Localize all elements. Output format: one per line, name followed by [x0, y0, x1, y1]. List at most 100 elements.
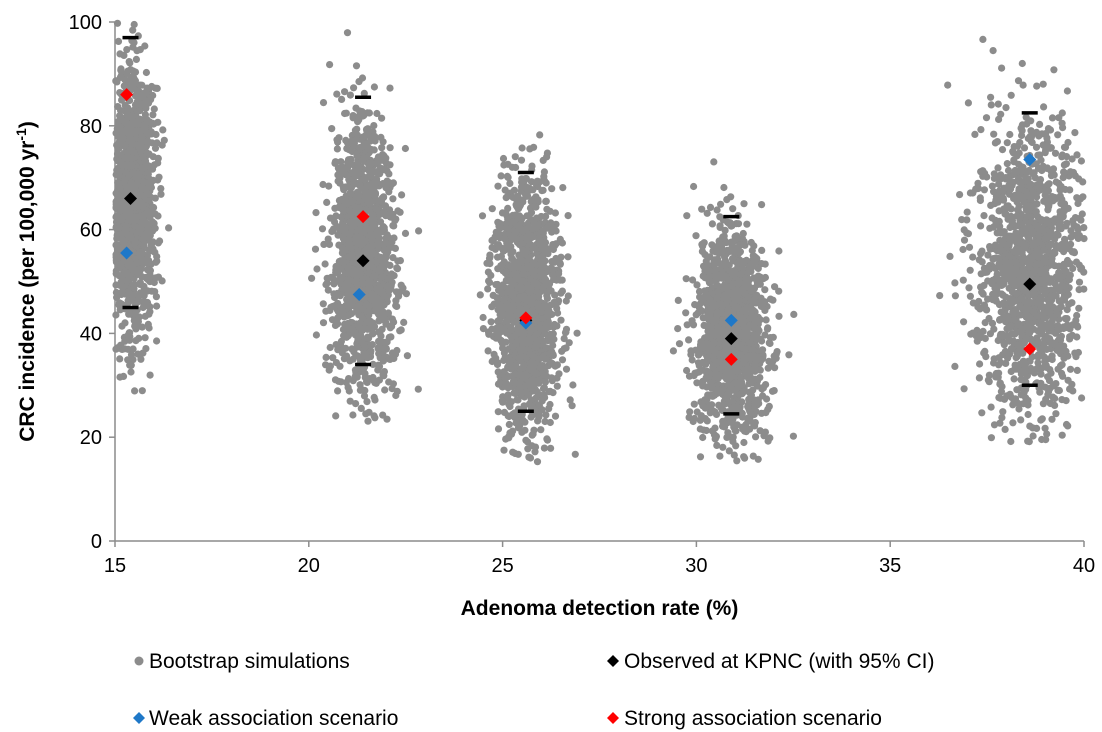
bootstrap-point — [526, 454, 535, 462]
bootstrap-point — [150, 105, 158, 113]
bootstrap-point — [743, 220, 751, 228]
bootstrap-point — [135, 313, 143, 321]
bootstrap-point — [366, 146, 374, 154]
bootstrap-point — [561, 329, 570, 337]
bootstrap-point — [339, 235, 347, 243]
bootstrap-point — [121, 222, 129, 230]
bootstrap-point — [348, 250, 356, 258]
bootstrap-point — [544, 312, 552, 321]
bootstrap-point — [134, 350, 142, 358]
bootstrap-point — [386, 161, 394, 169]
bootstrap-point — [370, 122, 378, 130]
bootstrap-point — [361, 373, 369, 382]
bootstrap-point — [370, 250, 378, 258]
bootstrap-point — [522, 305, 530, 313]
bootstrap-point — [754, 264, 762, 272]
bootstrap-point — [522, 371, 530, 379]
bootstrap-point — [380, 291, 388, 299]
bootstrap-point — [564, 253, 572, 261]
bootstrap-point — [132, 337, 140, 345]
bootstrap-point — [132, 321, 141, 329]
bootstrap-point — [372, 299, 380, 307]
bootstrap-point — [147, 208, 155, 216]
bootstrap-point — [118, 135, 127, 143]
bootstrap-point — [360, 352, 368, 360]
bootstrap-point — [326, 214, 335, 222]
bootstrap-point — [146, 183, 154, 191]
bootstrap-point — [698, 307, 706, 315]
bootstrap-point — [538, 187, 546, 195]
bootstrap-point — [376, 218, 385, 226]
bootstrap-point — [396, 257, 404, 265]
bootstrap-point — [511, 229, 519, 237]
bootstrap-point — [138, 133, 146, 141]
bootstrap-point — [531, 244, 539, 252]
bootstrap-point — [382, 154, 390, 162]
bootstrap-point — [520, 329, 528, 337]
bootstrap-point — [522, 233, 530, 242]
bootstrap-point — [540, 168, 549, 176]
bootstrap-point — [510, 363, 518, 371]
bootstrap-point — [494, 182, 502, 190]
bootstrap-point — [118, 235, 126, 243]
bootstrap-point — [322, 307, 330, 315]
bootstrap-point — [537, 212, 545, 221]
bootstrap-point — [123, 46, 131, 54]
bootstrap-point — [347, 198, 355, 206]
bootstrap-point — [375, 350, 383, 358]
bootstrap-point — [560, 335, 568, 343]
bootstrap-point — [142, 345, 150, 353]
bootstrap-point — [371, 191, 379, 199]
bootstrap-point — [143, 266, 152, 274]
bootstrap-point — [362, 301, 371, 309]
bootstrap-point — [148, 165, 157, 173]
bootstrap-point — [523, 337, 532, 345]
bootstrap-point — [155, 173, 163, 181]
bootstrap-point — [543, 224, 551, 232]
bootstrap-point — [514, 275, 523, 283]
bootstrap-point — [379, 138, 387, 146]
bootstrap-point — [514, 192, 522, 200]
bootstrap-point — [555, 270, 563, 278]
bootstrap-point — [541, 394, 549, 402]
bootstrap-point — [355, 311, 363, 319]
bootstrap-point — [758, 246, 766, 254]
bootstrap-point — [112, 288, 120, 297]
bootstrap-point — [344, 285, 352, 293]
bootstrap-point — [333, 90, 341, 98]
bootstrap-point — [345, 146, 353, 154]
bootstrap-point — [376, 164, 384, 172]
bootstrap-point — [524, 445, 532, 453]
bootstrap-point — [127, 154, 135, 162]
bootstrap-point — [766, 295, 775, 303]
bootstrap-point — [511, 153, 519, 161]
bootstrap-point — [372, 205, 380, 213]
bootstrap-point — [333, 145, 341, 153]
bootstrap-point — [385, 378, 393, 386]
bootstrap-point — [312, 331, 320, 339]
bootstrap-point — [375, 234, 383, 242]
bootstrap-point — [144, 138, 152, 146]
bootstrap-point — [131, 239, 139, 247]
bootstrap-point — [353, 343, 362, 351]
bootstrap-point — [762, 316, 770, 324]
bootstrap-point — [148, 82, 156, 91]
bootstrap-point — [126, 361, 134, 369]
bootstrap-point — [517, 225, 525, 233]
bootstrap-point — [130, 20, 138, 29]
bootstrap-point — [117, 73, 125, 81]
bootstrap-point — [345, 158, 353, 166]
bootstrap-point — [688, 356, 696, 364]
bootstrap-point — [546, 207, 554, 215]
bootstrap-point — [533, 280, 541, 288]
bootstrap-point — [337, 337, 345, 345]
bootstrap-point — [486, 278, 494, 287]
bootstrap-point — [139, 201, 147, 209]
bootstrap-point — [338, 244, 347, 252]
bootstrap-point — [350, 179, 358, 187]
bootstrap-point — [415, 227, 423, 235]
bootstrap-point — [142, 88, 150, 96]
bootstrap-point — [380, 338, 388, 346]
bootstrap-point — [140, 101, 148, 109]
bootstrap-point — [124, 120, 132, 128]
